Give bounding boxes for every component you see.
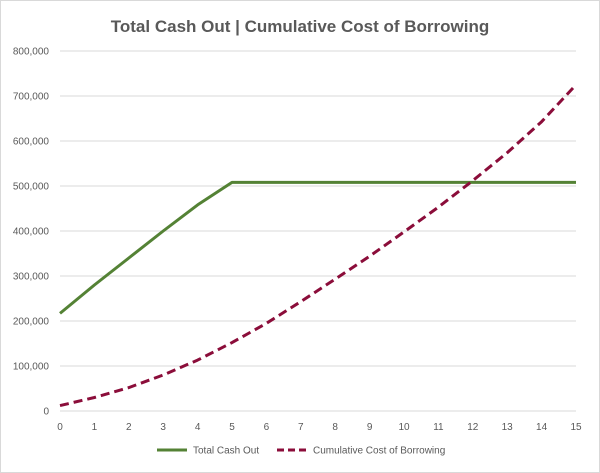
x-tick-label: 15 (570, 422, 582, 433)
x-axis-tick-labels: 0 1 2 3 4 5 6 7 8 9 10 11 12 13 14 15 (57, 422, 582, 433)
x-tick-label: 2 (126, 422, 132, 433)
x-tick-label: 13 (502, 422, 514, 433)
x-tick-label: 8 (332, 422, 338, 433)
y-tick-label: 200,000 (13, 317, 50, 328)
x-tick-label: 7 (298, 422, 304, 433)
x-tick-label: 9 (367, 422, 373, 433)
y-tick-label: 500,000 (13, 182, 50, 193)
x-tick-label: 1 (92, 422, 98, 433)
legend: Total Cash Out Cumulative Cost of Borrowi… (157, 446, 445, 457)
gridlines (60, 50, 576, 412)
y-tick-label: 400,000 (13, 227, 50, 238)
series-line-1 (59, 180, 576, 315)
y-tick-label: 700,000 (13, 92, 50, 103)
y-axis-tick-labels: 0 100,000 200,000 300,000 400,000 500,000 600,… (13, 47, 50, 418)
x-tick-label: 0 (57, 422, 63, 433)
y-tick-label: 100,000 (13, 362, 50, 373)
legend-label-2: Cumulative Cost of Borrowing (313, 446, 445, 457)
series-line-2 (59, 83, 578, 408)
x-tick-label: 3 (160, 422, 166, 433)
chart-title: Total Cash Out | Cumulative Cost of Borr… (111, 17, 489, 36)
x-tick-label: 6 (264, 422, 270, 433)
y-tick-label: 0 (43, 407, 49, 418)
y-tick-label: 600,000 (13, 137, 50, 148)
x-tick-label: 10 (398, 422, 410, 433)
x-tick-label: 12 (467, 422, 479, 433)
y-tick-label: 800,000 (13, 47, 50, 58)
x-tick-label: 5 (229, 422, 235, 433)
x-tick-label: 11 (433, 422, 444, 433)
legend-label-1: Total Cash Out (193, 446, 259, 457)
x-tick-label: 4 (195, 422, 201, 433)
series-lines (59, 83, 578, 408)
x-tick-label: 14 (536, 422, 548, 433)
y-tick-label: 300,000 (13, 272, 50, 283)
